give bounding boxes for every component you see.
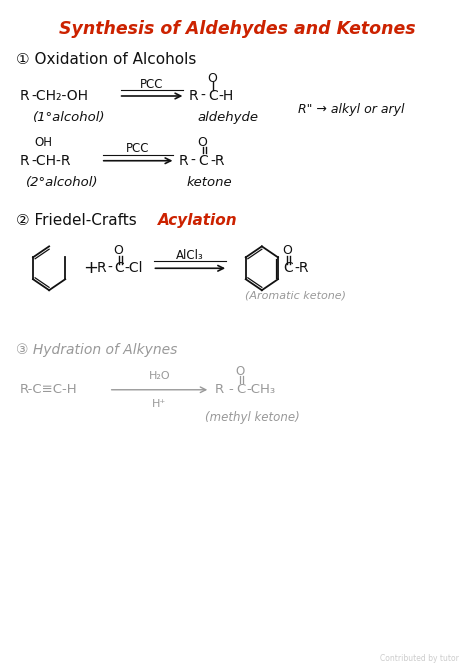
Text: O: O bbox=[114, 244, 124, 257]
Text: AlCl₃: AlCl₃ bbox=[176, 249, 204, 262]
Text: Contributed by tutor: Contributed by tutor bbox=[380, 654, 459, 663]
Text: R: R bbox=[19, 153, 29, 168]
Text: -CH-R: -CH-R bbox=[31, 153, 71, 168]
Text: H⁺: H⁺ bbox=[152, 399, 166, 409]
Text: (1°alcohol): (1°alcohol) bbox=[33, 111, 106, 125]
Text: -CH₂-OH: -CH₂-OH bbox=[31, 89, 88, 103]
Text: ③ Hydration of Alkynes: ③ Hydration of Alkynes bbox=[16, 343, 178, 357]
Text: R-C≡C-H: R-C≡C-H bbox=[19, 383, 77, 396]
Text: (2°alcohol): (2°alcohol) bbox=[26, 176, 99, 189]
Text: R: R bbox=[215, 383, 224, 396]
Text: R: R bbox=[188, 89, 198, 103]
Text: R: R bbox=[97, 261, 107, 275]
Text: O: O bbox=[197, 136, 207, 149]
Text: Acylation: Acylation bbox=[158, 213, 238, 228]
Text: PCC: PCC bbox=[126, 142, 149, 155]
Text: +: + bbox=[83, 259, 98, 277]
Text: O: O bbox=[207, 72, 217, 84]
Text: C: C bbox=[236, 383, 245, 396]
Text: -H: -H bbox=[218, 89, 233, 103]
Text: aldehyde: aldehyde bbox=[197, 111, 258, 125]
Text: C: C bbox=[283, 261, 293, 275]
Text: OH: OH bbox=[34, 136, 52, 149]
Text: -: - bbox=[190, 153, 195, 168]
Text: -R: -R bbox=[294, 261, 309, 275]
Text: -: - bbox=[228, 383, 233, 396]
Text: C: C bbox=[208, 89, 218, 103]
Text: (methyl ketone): (methyl ketone) bbox=[205, 411, 300, 424]
Text: R: R bbox=[19, 89, 29, 103]
Text: H₂O: H₂O bbox=[149, 371, 170, 381]
Text: -CH₃: -CH₃ bbox=[246, 383, 275, 396]
Text: R: R bbox=[178, 153, 188, 168]
Text: PCC: PCC bbox=[140, 78, 163, 90]
Text: -: - bbox=[200, 89, 205, 103]
Text: -: - bbox=[108, 261, 113, 275]
Text: ① Oxidation of Alcohols: ① Oxidation of Alcohols bbox=[16, 52, 197, 66]
Text: ketone: ketone bbox=[186, 176, 232, 189]
Text: ② Friedel-Crafts: ② Friedel-Crafts bbox=[16, 213, 142, 228]
Text: O: O bbox=[235, 365, 244, 379]
Text: -R: -R bbox=[210, 153, 225, 168]
Text: C: C bbox=[115, 261, 125, 275]
Text: Synthesis of Aldehydes and Ketones: Synthesis of Aldehydes and Ketones bbox=[59, 20, 415, 38]
Text: R" → alkyl or aryl: R" → alkyl or aryl bbox=[298, 103, 404, 117]
Text: -Cl: -Cl bbox=[125, 261, 143, 275]
Text: C: C bbox=[198, 153, 208, 168]
Text: O: O bbox=[283, 244, 292, 257]
Text: (Aromatic ketone): (Aromatic ketone) bbox=[245, 290, 346, 300]
